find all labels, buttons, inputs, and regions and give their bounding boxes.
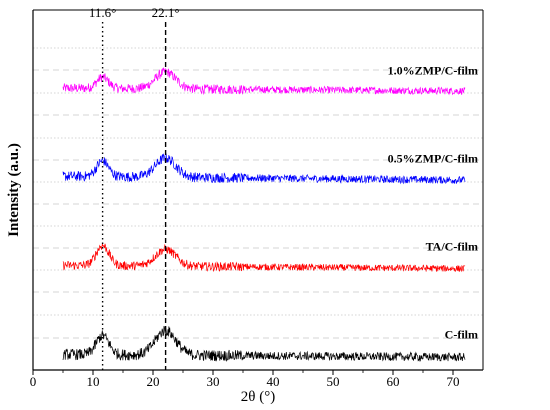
grid xyxy=(33,47,483,339)
x-tick-label: 10 xyxy=(87,374,100,389)
x-ticks: 0 10 20 30 40 50 60 70 xyxy=(30,370,460,389)
series-line xyxy=(62,67,466,96)
x-axis-title: 2θ (°) xyxy=(241,389,275,405)
series-label: C-film xyxy=(445,328,478,342)
series-label: 1.0%ZMP/C-film xyxy=(388,64,478,78)
x-tick-label: 20 xyxy=(147,374,160,389)
x-tick-label: 70 xyxy=(447,374,460,389)
x-tick-label: 40 xyxy=(267,374,280,389)
series-line xyxy=(62,153,466,185)
x-tick-label: 30 xyxy=(207,374,220,389)
series-label: 0.5%ZMP/C-film xyxy=(388,152,478,166)
x-tick-label: 0 xyxy=(30,374,37,389)
series-line xyxy=(62,243,466,273)
series-line xyxy=(62,325,466,362)
x-tick-label: 50 xyxy=(327,374,340,389)
series-label: TA/C-film xyxy=(426,240,478,254)
peak-label: 11.6° xyxy=(89,5,116,20)
peak-annotations: 11.6° 22.1° xyxy=(89,5,180,370)
axes xyxy=(32,9,484,371)
x-tick-label: 60 xyxy=(387,374,400,389)
y-axis-title: Intensity (a.u.) xyxy=(6,143,22,237)
series-group: 1.0%ZMP/C-film 0.5%ZMP/C-film TA/C-film C-f… xyxy=(62,64,478,362)
peak-label: 22.1° xyxy=(152,5,180,20)
